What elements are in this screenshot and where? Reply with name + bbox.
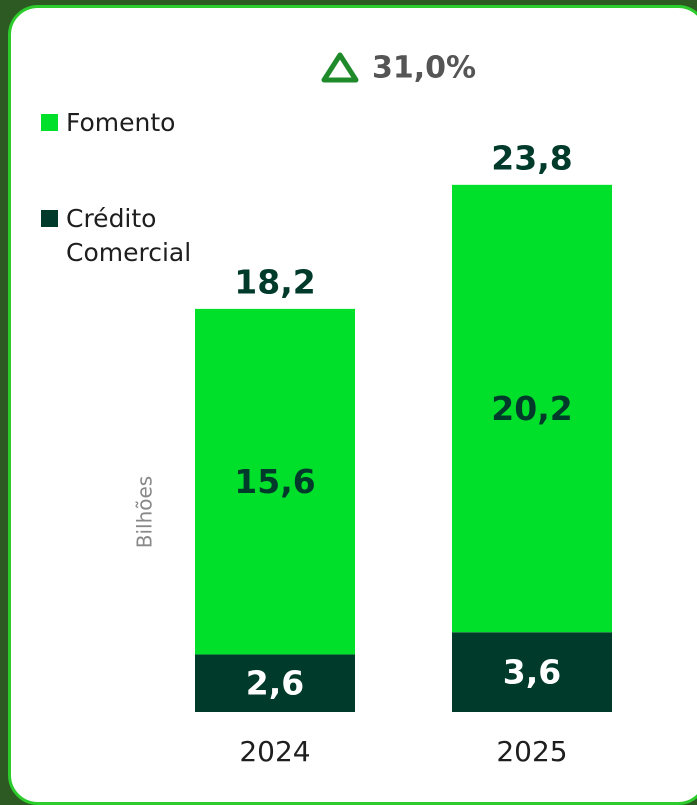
legend-swatch — [41, 114, 58, 131]
bar-segment — [195, 654, 355, 712]
value-label: 3,6 — [503, 653, 561, 692]
legend-item: Crédito Comercial — [41, 202, 226, 270]
legend-item: Fomento — [41, 106, 175, 140]
bar-segment — [452, 184, 612, 633]
bar-segment — [195, 308, 355, 655]
total-label: 23,8 — [491, 138, 572, 177]
x-tick-label: 2024 — [239, 735, 310, 768]
bar-segment — [452, 632, 612, 712]
legend-label: Crédito Comercial — [66, 204, 192, 267]
legend-label: Fomento — [66, 108, 176, 137]
up-icon — [321, 52, 359, 83]
value-label: 2,6 — [246, 664, 304, 703]
value-label: 15,6 — [234, 462, 315, 501]
value-label: 20,2 — [491, 389, 572, 428]
total-label: 18,2 — [234, 262, 315, 301]
annotation: 31,0% — [372, 51, 476, 86]
x-tick-label: 2025 — [496, 735, 567, 768]
legend-swatch — [41, 210, 58, 227]
y-axis-label: Bilhões — [133, 476, 157, 548]
